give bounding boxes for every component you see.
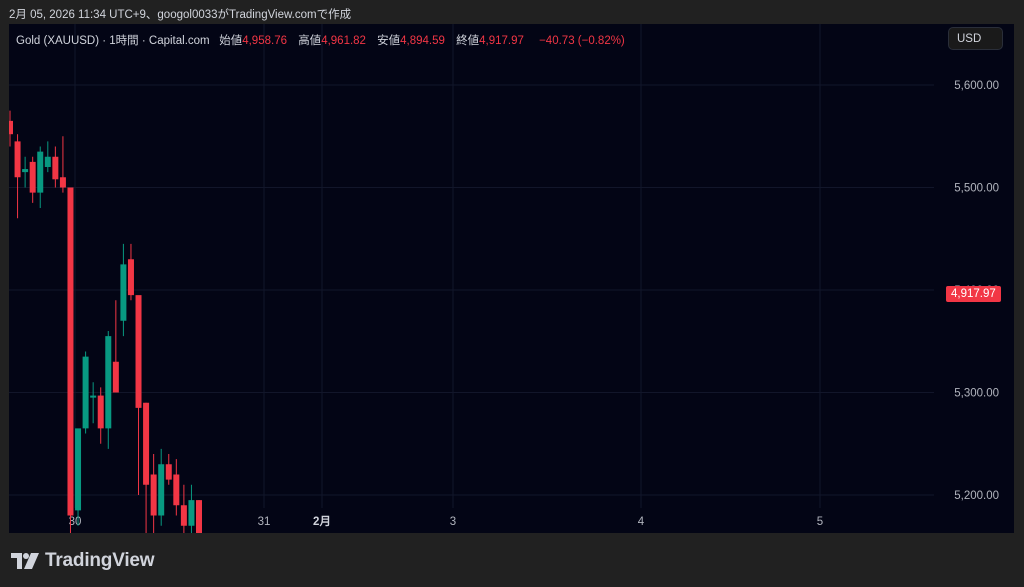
low-label: 安値 xyxy=(377,35,401,47)
candle xyxy=(82,351,89,434)
price-axis-label: 5,500.00 xyxy=(954,183,999,195)
symbol-info: Gold (XAUUSD) · 1時間 · Capital.com xyxy=(16,35,210,47)
price-axis-label: 5,300.00 xyxy=(954,388,999,400)
candle xyxy=(165,454,172,485)
candle xyxy=(22,156,29,188)
candle xyxy=(14,134,21,219)
brand-name: TradingView xyxy=(45,550,155,571)
candle xyxy=(90,382,97,424)
candle xyxy=(150,454,157,533)
candle xyxy=(196,500,202,533)
candle xyxy=(97,387,104,444)
candle xyxy=(37,146,44,208)
time-axis-label: 5 xyxy=(817,516,823,528)
chart-panel[interactable]: Gold (XAUUSD) · 1時間 · Capital.com 始値4,95… xyxy=(9,24,1014,533)
candle xyxy=(127,243,134,301)
change-value: −40.73 (−0.82%) xyxy=(539,35,625,47)
candle xyxy=(173,459,180,516)
close-label: 終値 xyxy=(456,35,480,47)
candle xyxy=(143,402,150,533)
candle xyxy=(112,300,119,393)
close-value: 4,917.97 xyxy=(479,35,524,47)
low-value: 4,894.59 xyxy=(400,35,445,47)
open-value: 4,958.76 xyxy=(242,35,287,47)
candle xyxy=(120,243,127,337)
ohlc-legend: Gold (XAUUSD) · 1時間 · Capital.com 始値4,95… xyxy=(16,32,625,48)
high-value: 4,961.82 xyxy=(321,35,366,47)
tradingview-logo-icon xyxy=(11,553,39,569)
high-label: 高値 xyxy=(298,35,322,47)
candle xyxy=(44,141,51,173)
chart-caption: 2月 05, 2026 11:34 UTC+9、googol0033がTradi… xyxy=(9,9,352,21)
price-axis-label: 5,600.00 xyxy=(954,80,999,92)
time-axis-label: 2月 xyxy=(313,515,331,528)
candle xyxy=(29,156,36,203)
candle xyxy=(75,428,82,526)
last-price-tag: 4,917.97 xyxy=(946,286,1001,302)
candle xyxy=(9,110,13,147)
candle xyxy=(180,484,187,533)
candle xyxy=(59,136,66,193)
time-axis-label: 4 xyxy=(638,516,645,528)
price-axis-label: 5,200.00 xyxy=(954,490,999,502)
candle xyxy=(135,295,142,495)
currency-button[interactable]: USD xyxy=(948,27,1003,50)
tradingview-logo[interactable]: TradingView xyxy=(11,550,155,572)
candlestick-plot[interactable]: 5,600.005,500.005,400.005,300.005,200.00… xyxy=(9,24,1014,533)
candle xyxy=(52,146,59,188)
time-axis-label: 3 xyxy=(450,516,456,528)
time-axis-label: 31 xyxy=(258,516,271,528)
candle xyxy=(188,484,195,533)
candle xyxy=(105,331,112,449)
open-label: 始値 xyxy=(219,35,243,47)
candle xyxy=(67,187,74,533)
candle xyxy=(158,448,165,526)
